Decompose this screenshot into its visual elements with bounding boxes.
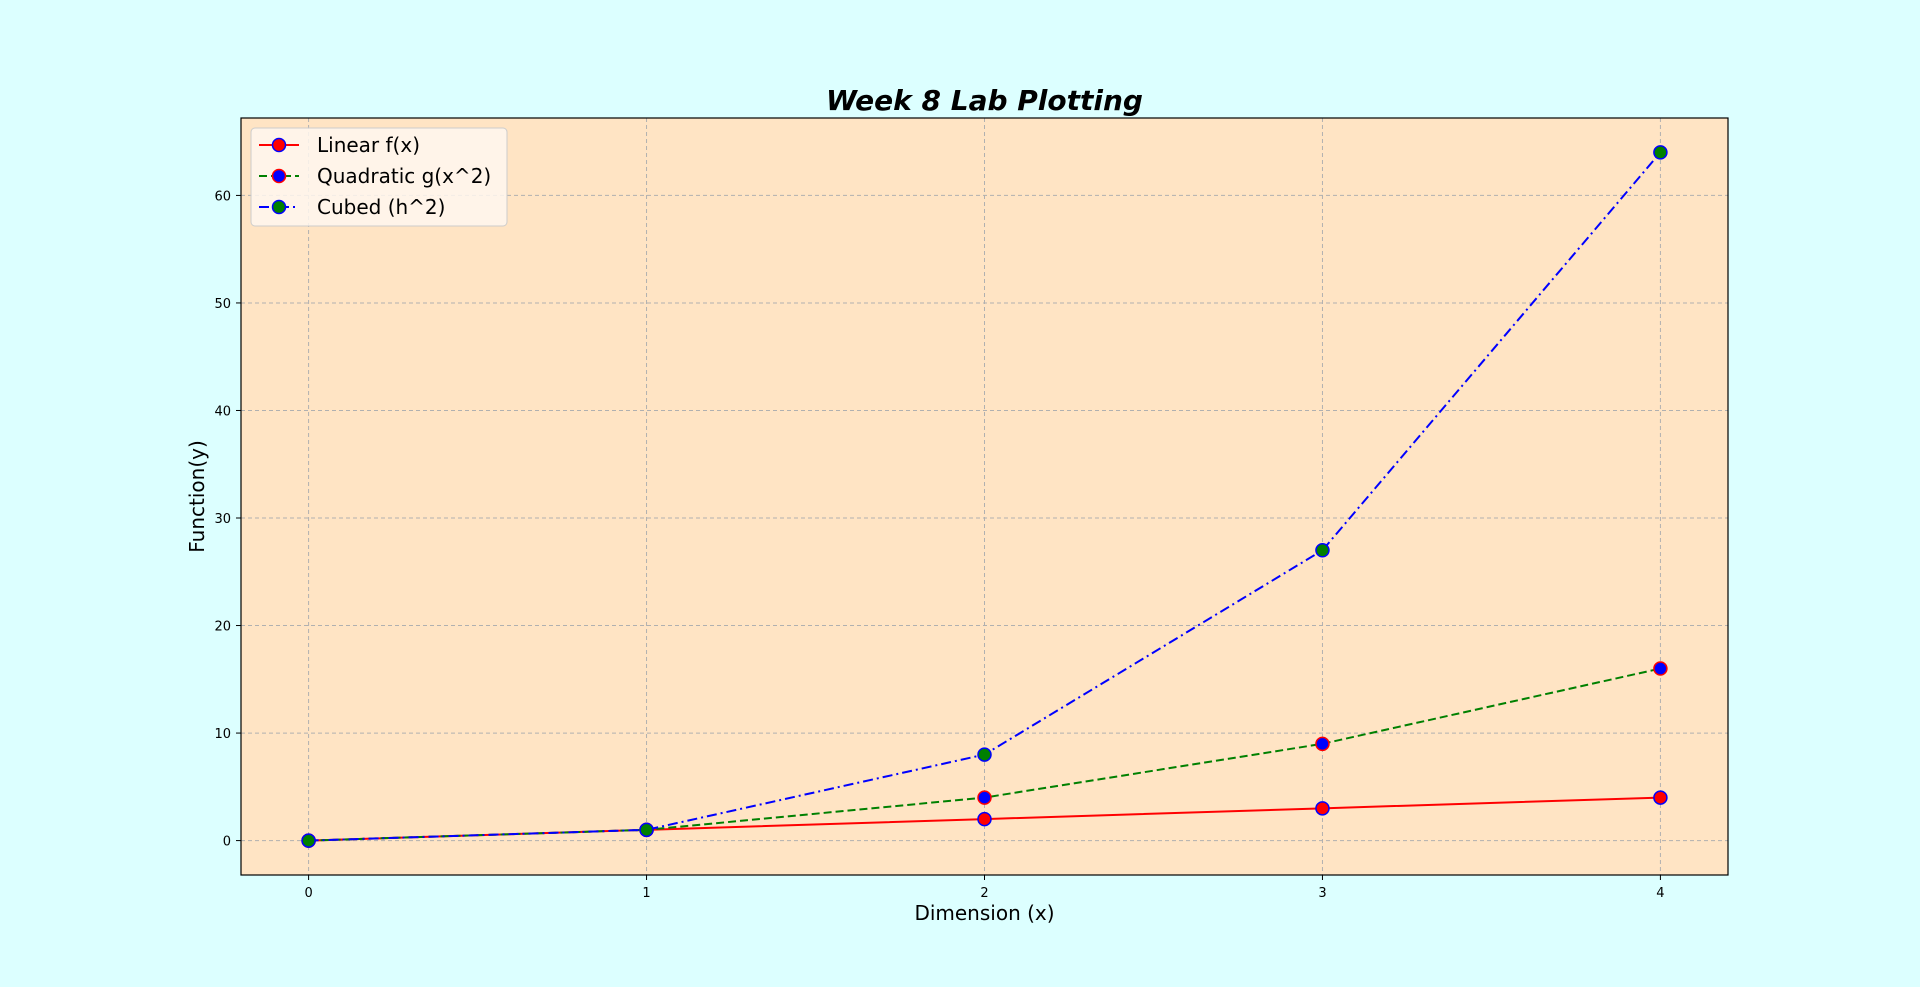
x-tick-label: 4 bbox=[1656, 886, 1664, 901]
legend-marker bbox=[271, 199, 287, 215]
y-tick-label: 0 bbox=[223, 835, 231, 850]
legend: Linear f(x) Quadratic g(x^2) Cubed (h^2) bbox=[250, 127, 508, 227]
data-point bbox=[1653, 145, 1668, 160]
data-point bbox=[639, 822, 654, 838]
y-tick-label: 10 bbox=[214, 727, 231, 742]
legend-label: Linear f(x) bbox=[317, 133, 420, 157]
data-point bbox=[301, 833, 316, 848]
x-axis-label: Dimension (x) bbox=[914, 901, 1054, 925]
legend-label: Quadratic g(x^2) bbox=[317, 164, 491, 188]
legend-item: Quadratic g(x^2) bbox=[259, 164, 491, 188]
series-layer bbox=[301, 145, 1668, 848]
data-point bbox=[1315, 801, 1330, 816]
legend-item: Cubed (h^2) bbox=[259, 195, 445, 219]
y-tick-label: 50 bbox=[214, 297, 231, 312]
data-point bbox=[977, 811, 992, 827]
data-point bbox=[977, 747, 992, 762]
data-point bbox=[1653, 661, 1668, 676]
data-point bbox=[1653, 790, 1668, 805]
x-tick-label: 3 bbox=[1318, 886, 1326, 901]
y-tick-label: 30 bbox=[214, 512, 231, 527]
x-tick-label: 1 bbox=[642, 886, 650, 901]
y-tick-label: 20 bbox=[214, 620, 231, 635]
x-tick-label: 2 bbox=[980, 886, 988, 901]
data-point bbox=[1315, 736, 1330, 752]
legend-item: Linear f(x) bbox=[259, 133, 420, 157]
data-point bbox=[977, 790, 992, 805]
series-2 bbox=[301, 145, 1668, 848]
y-axis-label: Function(y) bbox=[185, 440, 209, 553]
y-tick-label: 40 bbox=[214, 404, 231, 419]
grid-lines bbox=[241, 118, 1728, 875]
legend-marker bbox=[271, 168, 287, 184]
data-point bbox=[1315, 543, 1330, 558]
legend-label: Cubed (h^2) bbox=[317, 195, 445, 219]
legend-marker bbox=[271, 137, 287, 153]
y-tick-label: 60 bbox=[214, 189, 231, 204]
chart-title: Week 8 Lab Plotting bbox=[826, 84, 1143, 117]
x-tick-label: 0 bbox=[304, 886, 312, 901]
legend-box bbox=[250, 127, 508, 227]
